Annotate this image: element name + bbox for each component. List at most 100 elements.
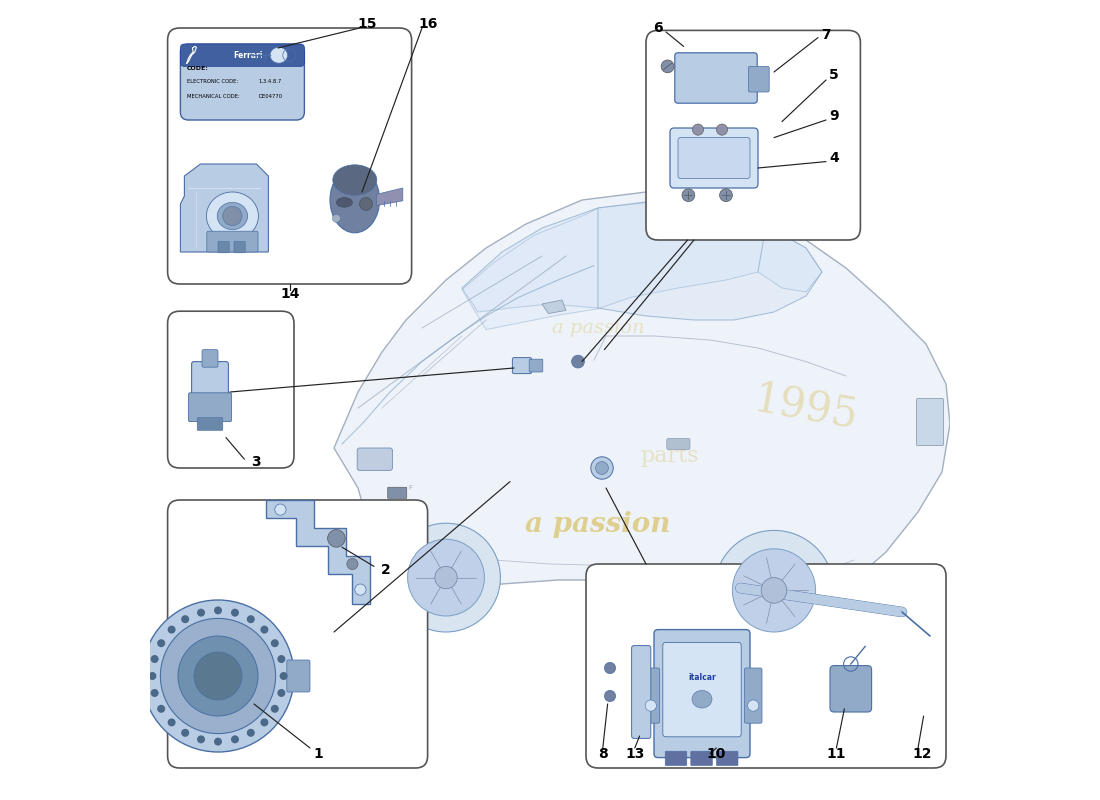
Circle shape <box>661 60 674 73</box>
Circle shape <box>197 609 205 617</box>
FancyBboxPatch shape <box>663 642 741 737</box>
Circle shape <box>277 655 285 663</box>
FancyBboxPatch shape <box>180 44 305 120</box>
Circle shape <box>161 618 276 734</box>
Circle shape <box>151 655 158 663</box>
Text: 10: 10 <box>706 746 726 761</box>
Text: 16: 16 <box>419 17 438 31</box>
Polygon shape <box>758 226 822 292</box>
FancyBboxPatch shape <box>188 393 232 422</box>
FancyBboxPatch shape <box>631 646 651 738</box>
Circle shape <box>214 738 222 746</box>
FancyBboxPatch shape <box>167 311 294 468</box>
Circle shape <box>178 636 258 716</box>
FancyBboxPatch shape <box>197 418 223 430</box>
Text: 6: 6 <box>653 21 663 35</box>
Polygon shape <box>598 201 766 309</box>
FancyBboxPatch shape <box>666 751 686 766</box>
FancyBboxPatch shape <box>646 30 860 240</box>
FancyBboxPatch shape <box>691 751 713 766</box>
FancyBboxPatch shape <box>167 500 428 768</box>
FancyBboxPatch shape <box>642 668 660 723</box>
Circle shape <box>408 539 484 616</box>
Circle shape <box>214 606 222 614</box>
Circle shape <box>748 700 759 711</box>
Circle shape <box>355 584 366 595</box>
Circle shape <box>275 504 286 515</box>
Circle shape <box>682 189 695 202</box>
Polygon shape <box>180 164 268 252</box>
Circle shape <box>332 214 340 222</box>
FancyBboxPatch shape <box>180 44 305 66</box>
FancyBboxPatch shape <box>654 630 750 758</box>
FancyBboxPatch shape <box>234 242 245 253</box>
Text: CODE:: CODE: <box>187 66 209 70</box>
Circle shape <box>714 530 834 650</box>
FancyBboxPatch shape <box>670 128 758 188</box>
FancyBboxPatch shape <box>167 28 411 284</box>
Ellipse shape <box>270 47 287 63</box>
Text: 12: 12 <box>912 746 932 761</box>
Text: ELECTRONIC CODE:: ELECTRONIC CODE: <box>187 79 238 84</box>
Circle shape <box>194 652 242 700</box>
Text: Ferrari: Ferrari <box>233 50 263 60</box>
Circle shape <box>271 639 278 647</box>
Text: 7: 7 <box>822 28 830 42</box>
Ellipse shape <box>333 165 377 195</box>
Text: 13: 13 <box>625 746 645 761</box>
Circle shape <box>692 124 704 135</box>
Text: DE04770: DE04770 <box>258 94 283 98</box>
Text: 5: 5 <box>829 68 839 82</box>
FancyBboxPatch shape <box>218 242 229 253</box>
Polygon shape <box>334 192 950 608</box>
Ellipse shape <box>330 167 380 233</box>
Text: 15: 15 <box>358 17 377 31</box>
Text: 9: 9 <box>829 109 839 123</box>
FancyBboxPatch shape <box>529 359 542 372</box>
FancyBboxPatch shape <box>586 564 946 768</box>
FancyBboxPatch shape <box>830 666 871 712</box>
Text: 1.3.4.8.7: 1.3.4.8.7 <box>258 79 282 84</box>
Polygon shape <box>542 300 566 314</box>
Circle shape <box>182 729 189 737</box>
Ellipse shape <box>217 202 248 230</box>
Circle shape <box>595 462 608 474</box>
Circle shape <box>434 566 458 589</box>
Polygon shape <box>266 500 370 604</box>
Text: italcar: italcar <box>689 673 716 682</box>
FancyBboxPatch shape <box>202 350 218 367</box>
FancyBboxPatch shape <box>667 438 690 450</box>
Circle shape <box>719 189 733 202</box>
Circle shape <box>261 626 268 634</box>
Circle shape <box>167 626 176 634</box>
Circle shape <box>231 609 239 617</box>
Text: MECHANICAL CODE:: MECHANICAL CODE: <box>187 94 240 98</box>
FancyBboxPatch shape <box>678 138 750 178</box>
Ellipse shape <box>337 198 352 207</box>
Circle shape <box>167 718 176 726</box>
Text: 1: 1 <box>314 746 323 761</box>
Circle shape <box>346 558 358 570</box>
Circle shape <box>271 705 278 713</box>
FancyBboxPatch shape <box>513 358 531 374</box>
Polygon shape <box>462 200 822 320</box>
Circle shape <box>157 639 165 647</box>
FancyBboxPatch shape <box>387 487 407 498</box>
Text: 1995: 1995 <box>750 378 861 438</box>
FancyBboxPatch shape <box>716 751 738 766</box>
Circle shape <box>591 457 613 479</box>
Circle shape <box>646 700 657 711</box>
FancyBboxPatch shape <box>745 668 762 723</box>
FancyBboxPatch shape <box>674 53 757 103</box>
Polygon shape <box>376 188 403 206</box>
Circle shape <box>148 672 156 680</box>
Text: a passion: a passion <box>526 510 671 538</box>
Circle shape <box>246 729 255 737</box>
Ellipse shape <box>207 192 258 240</box>
Circle shape <box>392 523 500 632</box>
Text: parts: parts <box>640 445 700 467</box>
Circle shape <box>261 718 268 726</box>
Circle shape <box>604 662 616 674</box>
Circle shape <box>761 578 786 603</box>
Circle shape <box>231 735 239 743</box>
